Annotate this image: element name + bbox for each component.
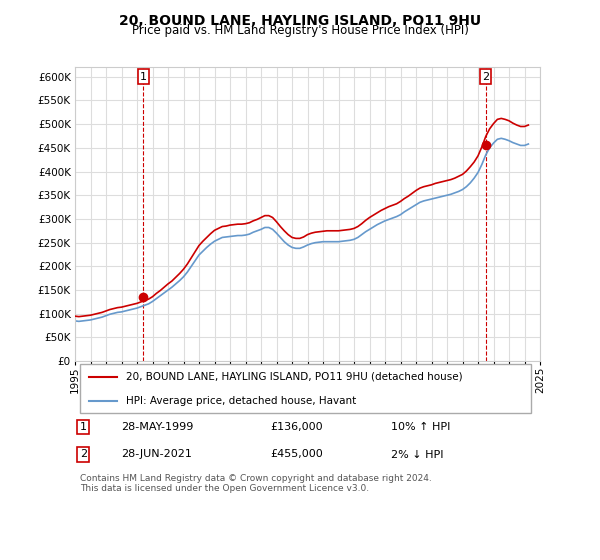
Text: 28-JUN-2021: 28-JUN-2021 [121, 450, 193, 460]
Text: 28-MAY-1999: 28-MAY-1999 [121, 422, 194, 432]
Text: 2% ↓ HPI: 2% ↓ HPI [391, 450, 444, 460]
FancyBboxPatch shape [80, 364, 531, 413]
Text: 10% ↑ HPI: 10% ↑ HPI [391, 422, 451, 432]
Text: £455,000: £455,000 [270, 450, 323, 460]
Text: 1: 1 [80, 422, 86, 432]
Text: 2: 2 [80, 450, 87, 460]
Text: 20, BOUND LANE, HAYLING ISLAND, PO11 9HU (detached house): 20, BOUND LANE, HAYLING ISLAND, PO11 9HU… [126, 372, 463, 381]
Text: 1: 1 [140, 72, 147, 82]
Text: 2: 2 [482, 72, 489, 82]
Text: HPI: Average price, detached house, Havant: HPI: Average price, detached house, Hava… [126, 396, 356, 405]
Text: Price paid vs. HM Land Registry's House Price Index (HPI): Price paid vs. HM Land Registry's House … [131, 24, 469, 37]
Text: 20, BOUND LANE, HAYLING ISLAND, PO11 9HU: 20, BOUND LANE, HAYLING ISLAND, PO11 9HU [119, 14, 481, 28]
Text: Contains HM Land Registry data © Crown copyright and database right 2024.
This d: Contains HM Land Registry data © Crown c… [80, 474, 431, 493]
Text: £136,000: £136,000 [270, 422, 323, 432]
